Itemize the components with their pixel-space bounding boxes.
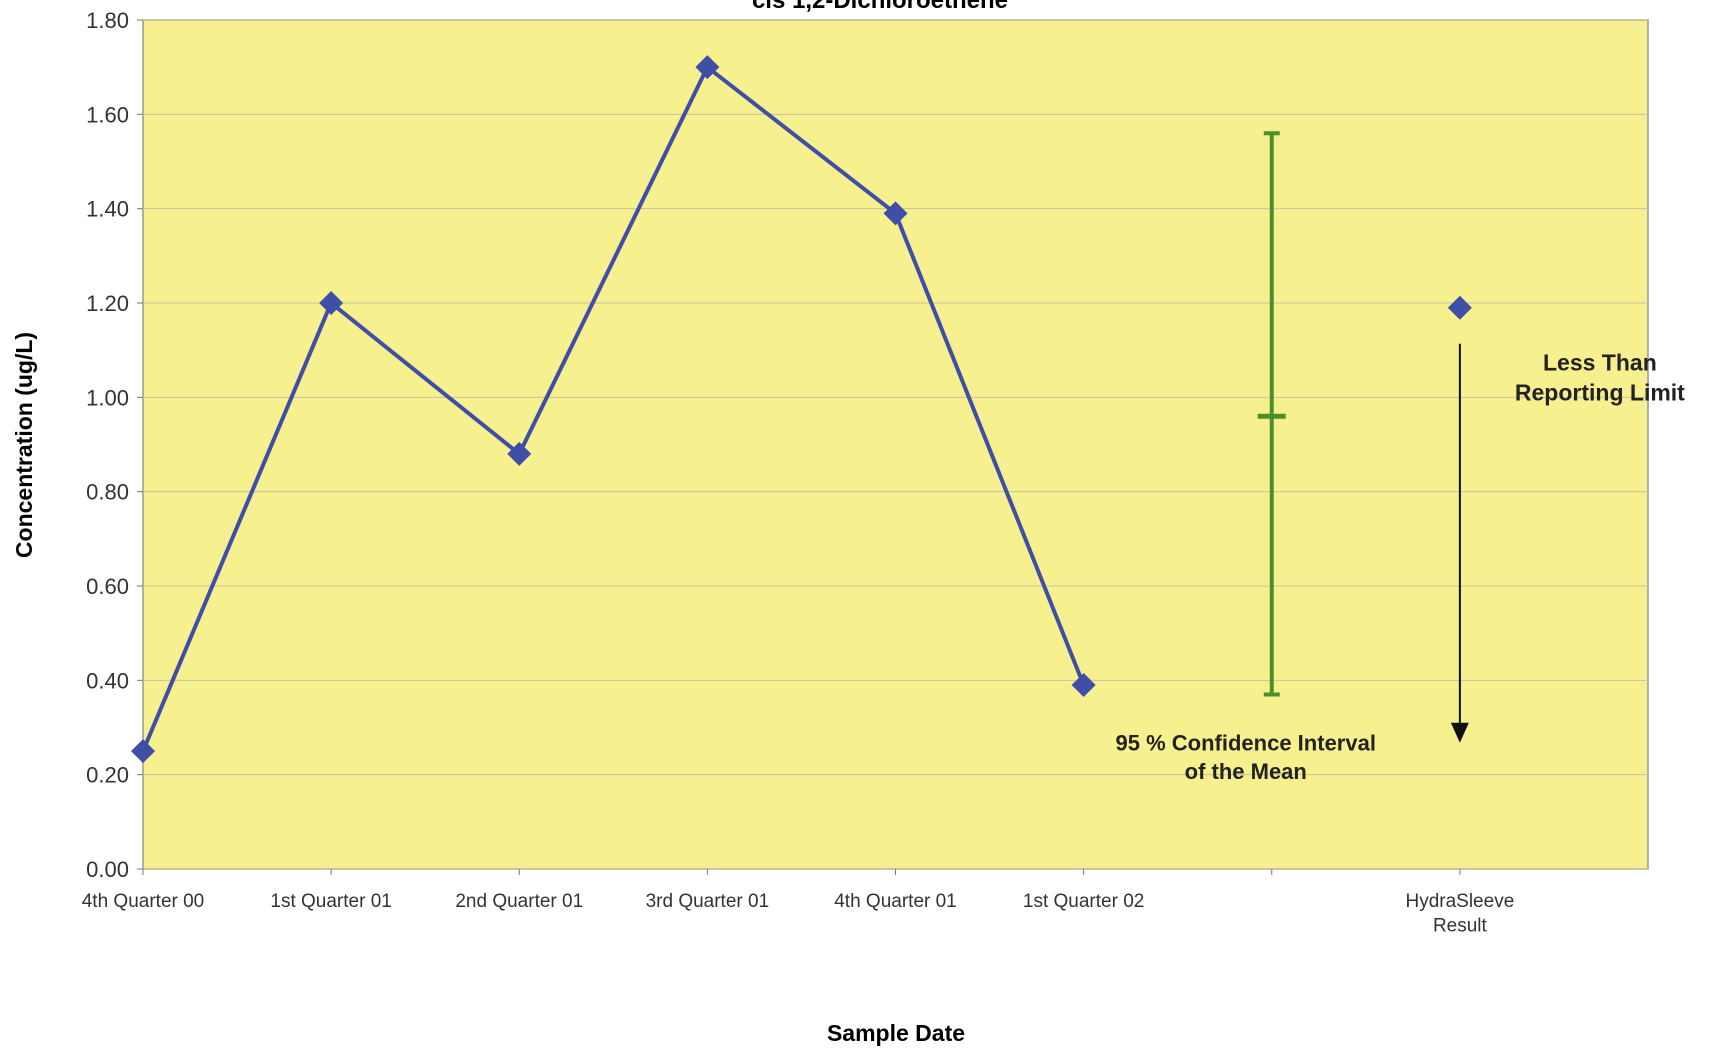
x-tick-label: HydraSleeve Result bbox=[1405, 891, 1514, 937]
x-tick-label: 1st Quarter 01 bbox=[270, 891, 391, 912]
marker bbox=[883, 201, 908, 226]
x-tick-label: 3rd Quarter 01 bbox=[646, 891, 770, 912]
marker bbox=[131, 739, 155, 764]
y-tick-label: 0.40 bbox=[86, 668, 129, 693]
x-tick-label: 2nd Quarter 01 bbox=[455, 891, 583, 912]
marker bbox=[319, 291, 344, 315]
marker bbox=[507, 441, 532, 466]
x-tick-label: 1st Quarter 02 bbox=[1023, 891, 1144, 912]
y-axis-label: Concentration (ug/L) bbox=[11, 332, 37, 558]
y-tick-label: 0.00 bbox=[86, 857, 129, 882]
y-tick-label: 1.80 bbox=[86, 8, 129, 33]
y-tick-label: 1.40 bbox=[86, 197, 129, 222]
annotation: 95 % Confidence Interval of the Mean bbox=[1116, 730, 1376, 784]
x-tick-label: 4th Quarter 00 bbox=[82, 891, 205, 912]
arrow-head bbox=[1450, 722, 1469, 743]
y-tick-label: 0.80 bbox=[86, 480, 129, 505]
plot-area bbox=[142, 19, 1649, 870]
series-line bbox=[141, 64, 1086, 752]
y-tick-label: 1.00 bbox=[86, 385, 129, 410]
x-axis-label: Sample Date bbox=[827, 1020, 965, 1046]
y-tick-label: 1.20 bbox=[86, 291, 129, 316]
x-tick-label: 4th Quarter 01 bbox=[834, 891, 957, 912]
marker bbox=[695, 55, 720, 80]
marker bbox=[1447, 295, 1472, 320]
marker bbox=[1071, 673, 1096, 698]
y-tick-label: 0.20 bbox=[86, 763, 129, 788]
chart-title: cis 1,2-Dichloroethene bbox=[752, 0, 1008, 14]
y-tick-label: 0.60 bbox=[86, 574, 129, 599]
annotation: Less Than Reporting Limit bbox=[1515, 350, 1685, 406]
y-tick-label: 1.60 bbox=[86, 102, 129, 127]
